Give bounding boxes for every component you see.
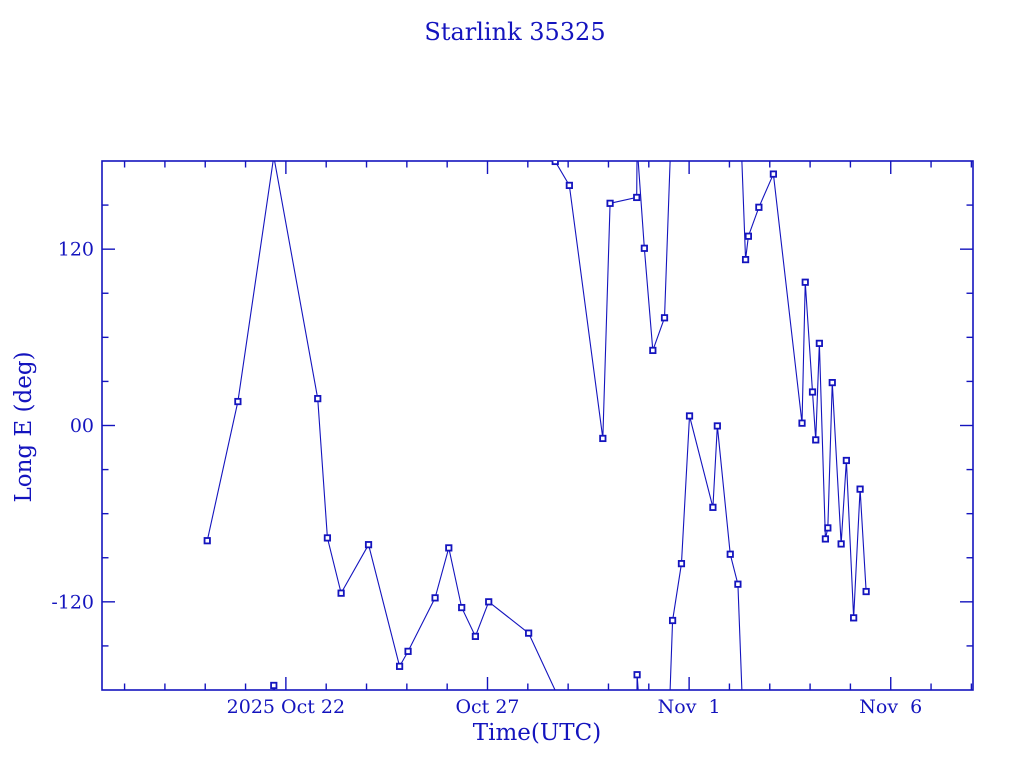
data-point-marker bbox=[808, 388, 817, 396]
data-point-marker bbox=[660, 314, 669, 322]
data-point-marker bbox=[606, 199, 614, 207]
data-point-marker bbox=[801, 278, 809, 286]
data-point-marker bbox=[445, 544, 453, 552]
data-point-marker bbox=[551, 161, 559, 166]
data-point-marker bbox=[364, 541, 373, 549]
data-point-marker bbox=[798, 419, 806, 427]
svg-text:2025 Oct 22: 2025 Oct 22 bbox=[227, 696, 345, 718]
data-point-marker bbox=[734, 580, 742, 588]
axis-ticks bbox=[102, 161, 973, 690]
data-point-marker bbox=[821, 535, 830, 543]
data-point-marker bbox=[395, 662, 404, 670]
data-series bbox=[203, 161, 870, 690]
data-point-marker bbox=[458, 603, 466, 612]
data-point-marker bbox=[856, 485, 864, 493]
data-point-marker bbox=[677, 560, 686, 568]
data-point-marker bbox=[744, 232, 752, 240]
data-point-marker bbox=[713, 422, 721, 430]
data-point-marker bbox=[828, 378, 836, 387]
svg-text:Nov 6: Nov 6 bbox=[859, 696, 922, 718]
data-point-marker bbox=[726, 550, 734, 558]
data-point-marker bbox=[234, 397, 242, 406]
data-point-marker bbox=[270, 681, 278, 690]
y-axis-label: Long E (deg) bbox=[11, 351, 37, 502]
axis-tick-labels: 2025 Oct 22 Oct 27 Nov 1 Nov 6 120 00 -120 bbox=[51, 239, 922, 718]
data-point-marker bbox=[842, 456, 850, 465]
longitude-line bbox=[206, 161, 867, 690]
data-point-marker bbox=[815, 339, 823, 347]
data-point-marker bbox=[565, 181, 573, 189]
data-point-marker bbox=[812, 436, 820, 444]
svg-text:Oct 27: Oct 27 bbox=[455, 696, 519, 718]
data-point-marker bbox=[824, 524, 832, 532]
data-point-marker bbox=[525, 629, 533, 637]
data-point-marker bbox=[203, 537, 211, 545]
data-point-marker bbox=[685, 412, 694, 420]
svg-text:-120: -120 bbox=[51, 591, 94, 613]
svg-text:120: 120 bbox=[58, 239, 94, 261]
data-point-marker bbox=[862, 587, 870, 596]
data-point-marker bbox=[837, 540, 845, 548]
chart-title: Starlink 35325 bbox=[424, 18, 605, 46]
svg-text:Nov 1: Nov 1 bbox=[658, 696, 721, 718]
data-point-marker bbox=[599, 434, 607, 443]
data-point-marker bbox=[485, 598, 493, 606]
data-point-marker bbox=[633, 193, 641, 202]
data-point-marker bbox=[471, 632, 480, 640]
data-point-marker bbox=[323, 534, 332, 542]
svg-text:00: 00 bbox=[70, 415, 94, 437]
data-point-marker bbox=[633, 671, 641, 679]
data-point-marker bbox=[668, 616, 677, 625]
data-point-marker bbox=[431, 594, 439, 602]
data-point-marker bbox=[755, 203, 763, 211]
data-point-marker bbox=[314, 395, 322, 403]
x-axis-label: Time(UTC) bbox=[473, 720, 601, 746]
data-point-marker bbox=[850, 614, 858, 622]
data-point-marker bbox=[649, 346, 657, 355]
data-point-marker bbox=[404, 647, 412, 655]
data-point-marker bbox=[337, 589, 345, 597]
data-point-marker bbox=[640, 244, 648, 252]
data-point-marker bbox=[769, 170, 777, 178]
data-point-marker bbox=[741, 255, 750, 264]
data-point-marker bbox=[709, 503, 717, 511]
